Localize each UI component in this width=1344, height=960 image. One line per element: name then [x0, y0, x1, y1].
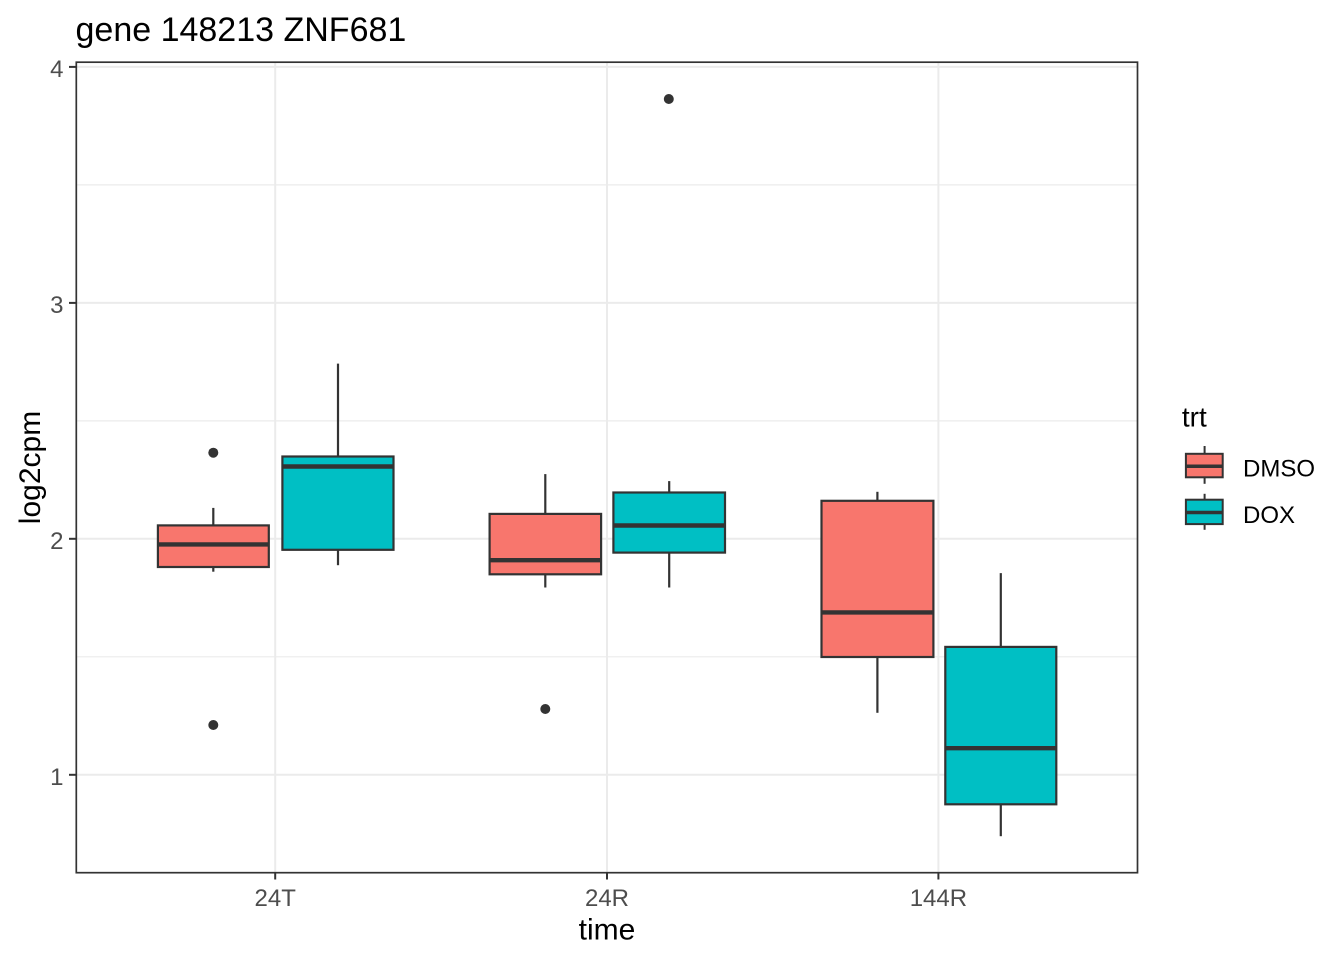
svg-text:4: 4 [50, 56, 63, 83]
svg-text:144R: 144R [910, 885, 967, 912]
svg-text:time: time [579, 913, 636, 946]
svg-text:1: 1 [50, 764, 63, 791]
svg-text:24R: 24R [585, 885, 629, 912]
svg-text:3: 3 [50, 292, 63, 319]
svg-text:DOX: DOX [1243, 502, 1295, 529]
svg-text:log2cpm: log2cpm [14, 411, 47, 524]
svg-text:24T: 24T [255, 885, 297, 912]
svg-text:trt: trt [1182, 402, 1207, 433]
svg-text:DMSO: DMSO [1243, 456, 1315, 483]
svg-text:gene 148213 ZNF681: gene 148213 ZNF681 [76, 11, 407, 49]
svg-text:2: 2 [50, 528, 63, 555]
